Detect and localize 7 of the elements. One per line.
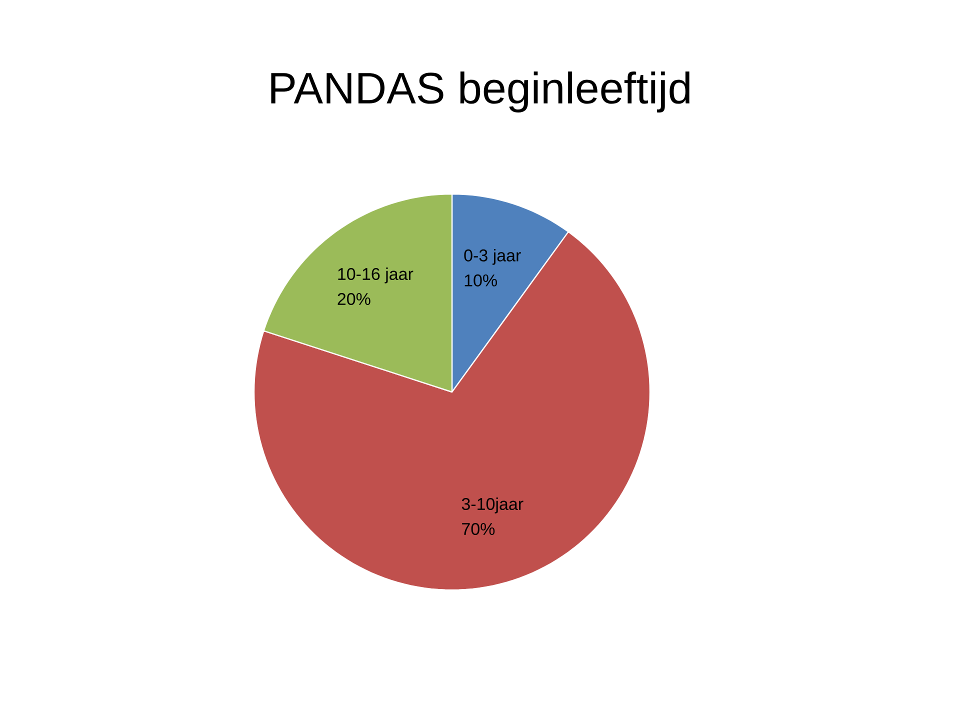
data-label: 20% — [338, 292, 370, 306]
slice-label: 3-10jaar — [462, 498, 524, 514]
chart-title: PANDAS beginleeftijd — [271, 71, 690, 113]
slice-label: 10-16 jaar — [338, 268, 414, 284]
data-label: 10% — [464, 274, 497, 286]
data-label: 70% — [462, 522, 495, 536]
slice-label: 0-3 jaar — [464, 248, 521, 265]
